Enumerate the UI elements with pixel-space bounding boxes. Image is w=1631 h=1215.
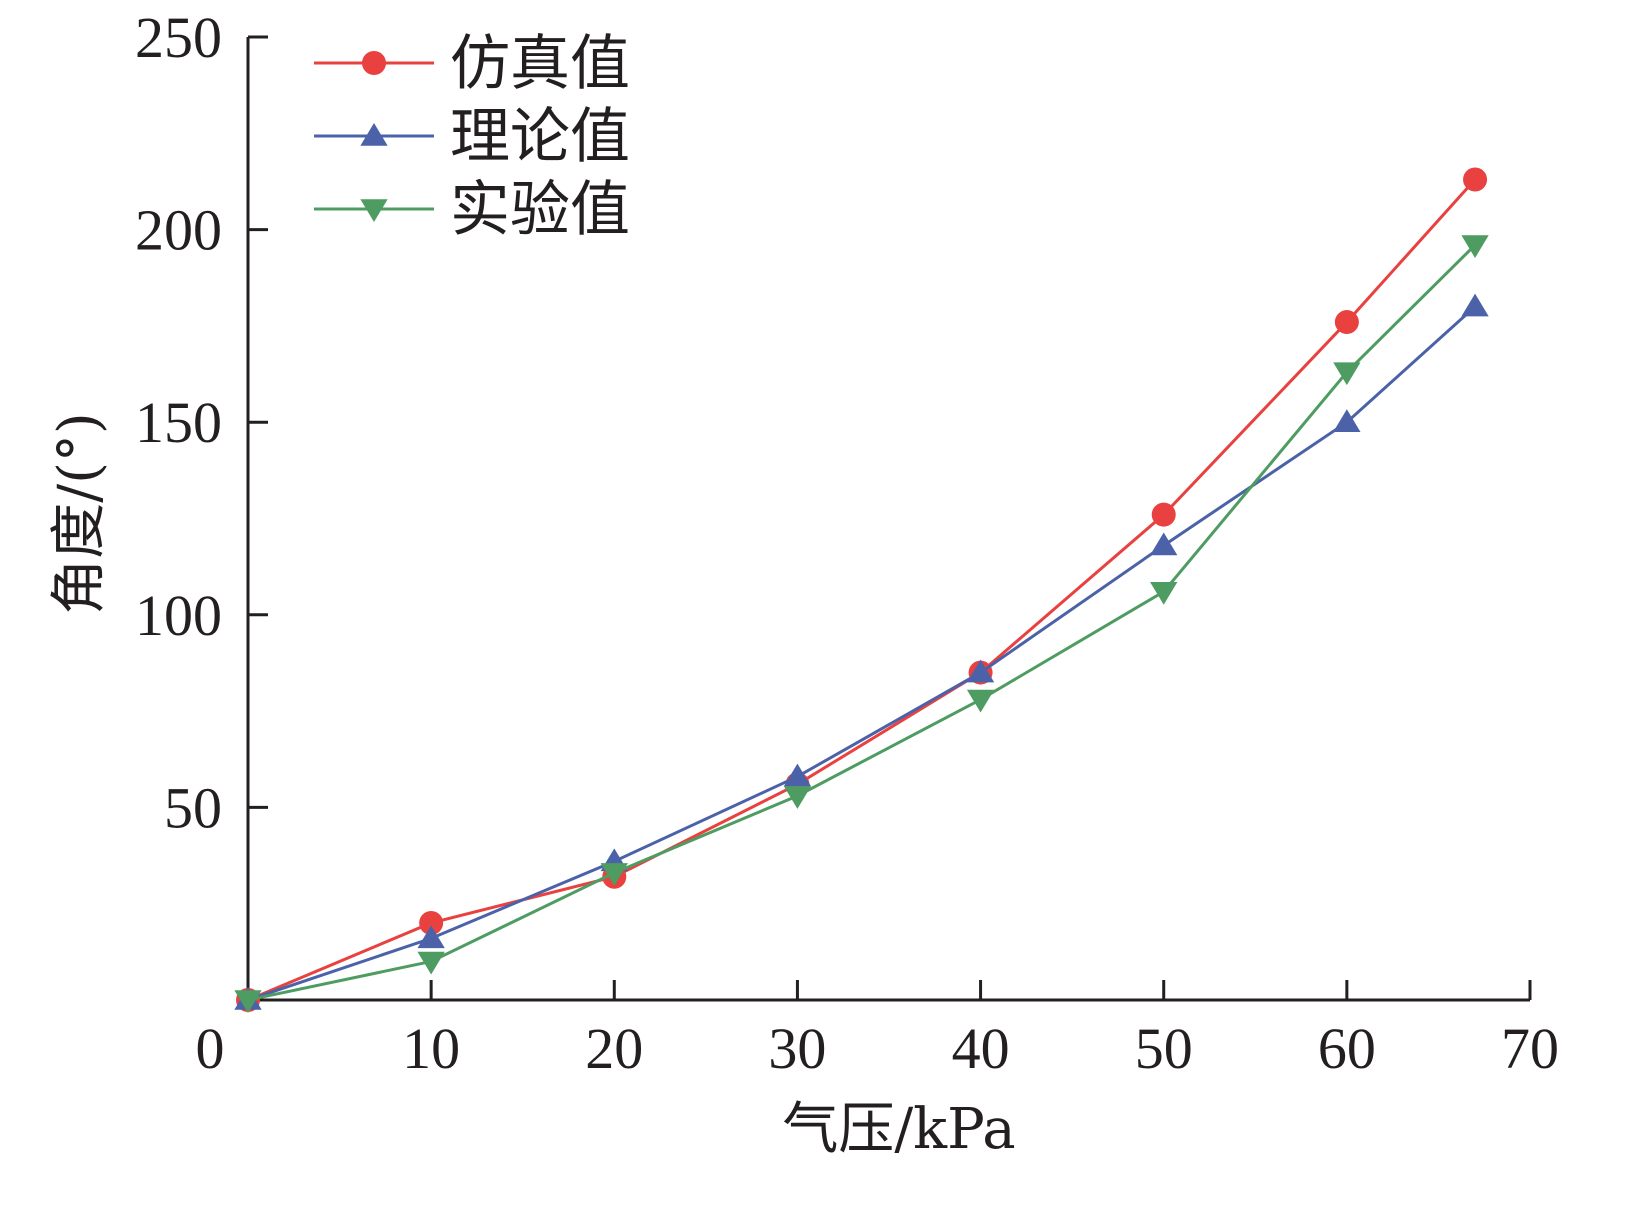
x-tick-label: 60 <box>1318 1016 1376 1081</box>
x-tick-label: 0 <box>196 1016 225 1081</box>
data-point-circle <box>1334 310 1359 335</box>
series-line <box>247 305 1477 1002</box>
series-2 <box>234 293 1489 1010</box>
data-point-triangle-up <box>1461 293 1489 317</box>
data-point-triangle-up <box>966 659 995 683</box>
series-3 <box>234 235 1489 1013</box>
data-point-triangle-up <box>1333 409 1361 432</box>
data-point-triangle-down <box>783 786 812 809</box>
x-tick-label: 30 <box>768 1016 826 1081</box>
y-tick-label: 200 <box>135 198 222 263</box>
data-point-triangle-down <box>1150 581 1178 605</box>
data-point-triangle-up <box>1150 532 1178 556</box>
y-tick-label: 100 <box>135 583 222 648</box>
data-point-triangle-down <box>417 951 445 975</box>
data-point-circle <box>419 910 444 935</box>
series-group <box>234 167 1489 1013</box>
data-point-circle <box>1151 502 1176 527</box>
legend-label: 理论值 <box>450 102 630 172</box>
series-1 <box>236 167 1488 1012</box>
y-tick-label: 250 <box>135 5 222 70</box>
x-axis-title: 气压/kPa <box>782 1097 1015 1162</box>
series-line <box>247 243 1477 1002</box>
legend-item: 实验值 <box>314 175 630 245</box>
axis-ticks: 0 10 20 30 40 50 60 70 50 100 150 200 250 <box>135 5 1559 1081</box>
series-line <box>247 178 1477 1002</box>
data-point-triangle-down <box>966 689 995 713</box>
data-point-triangle-down <box>600 863 628 886</box>
legend-item: 理论值 <box>314 102 630 172</box>
legend-label: 实验值 <box>450 175 630 245</box>
legend-item: 仿真值 <box>314 29 630 99</box>
y-tick-label: 50 <box>164 775 222 840</box>
data-point-circle <box>362 51 386 75</box>
legend-label: 仿真值 <box>450 29 630 99</box>
data-point-circle <box>1463 167 1488 192</box>
data-point-triangle-down <box>1333 362 1361 386</box>
data-point-triangle-down <box>360 199 388 222</box>
axes <box>246 37 1530 1002</box>
x-tick-label: 10 <box>402 1016 460 1081</box>
x-tick-label: 70 <box>1501 1016 1559 1081</box>
y-axis-title: 角度/(°) <box>47 412 112 615</box>
data-point-triangle-down <box>1461 235 1489 259</box>
x-tick-label: 50 <box>1135 1016 1193 1081</box>
data-point-triangle-up <box>360 123 388 146</box>
x-tick-label: 40 <box>952 1016 1010 1081</box>
y-tick-label: 150 <box>135 390 222 455</box>
data-point-triangle-up <box>783 763 812 787</box>
x-tick-label: 20 <box>585 1016 643 1081</box>
data-point-triangle-down <box>234 990 262 1013</box>
data-point-triangle-up <box>417 925 445 949</box>
